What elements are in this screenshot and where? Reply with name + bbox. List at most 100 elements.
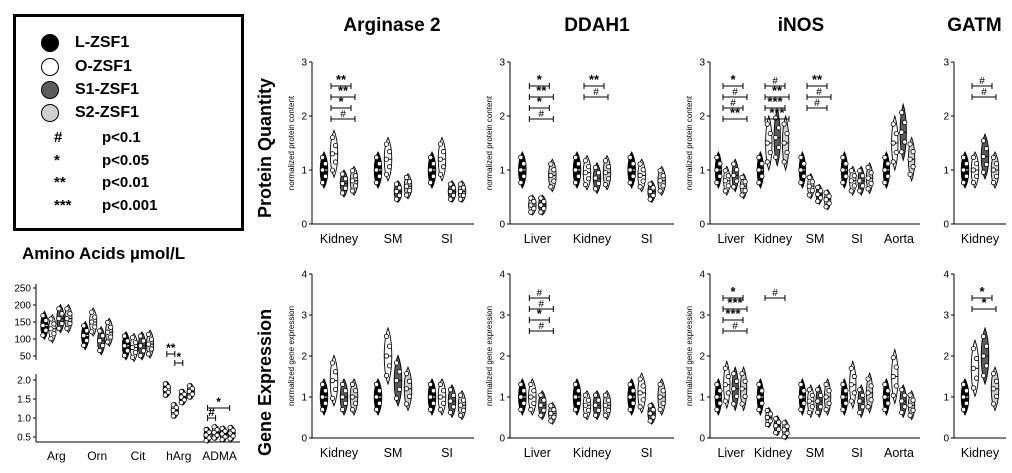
data-point (860, 392, 866, 399)
data-point (826, 388, 832, 394)
data-point (585, 176, 592, 182)
data-point (764, 140, 770, 146)
data-point (329, 167, 336, 173)
legend-label: O-ZSF1 (75, 58, 132, 75)
significance-label: # (772, 76, 778, 87)
legend-item-s2-zsf1: S2-ZSF1 (41, 103, 139, 123)
x-tick-label: SI (441, 446, 453, 460)
x-tick-label: Liver (524, 446, 551, 460)
data-point (605, 397, 612, 403)
data-point (137, 353, 144, 359)
chart-ddah1-gene: 0 1 2 3 4 normalized gene expression Liver Kidn… (485, 270, 674, 460)
data-point (518, 394, 524, 400)
data-point (990, 167, 997, 173)
y-tick-label: 250 (14, 284, 31, 295)
significance-label: # (208, 405, 215, 419)
data-point (801, 400, 807, 406)
x-tick-label: Kidney (754, 232, 793, 246)
significance-label: *** (769, 105, 785, 120)
y-tick-label: 4 (499, 270, 505, 281)
data-point (56, 325, 62, 332)
data-point (403, 401, 410, 407)
data-point (893, 364, 899, 370)
data-point (798, 394, 804, 400)
chart-amino-acids: 250 200 150 100 50 2.0 1.5 1.0 0.5 Arg Orn Cit hArg A… (14, 284, 240, 463)
column-title-ddah1: DDAH1 (564, 15, 630, 36)
significance-label: *** (727, 295, 743, 310)
data-point (352, 400, 359, 406)
data-point (396, 192, 403, 198)
data-point (383, 156, 390, 162)
data-point (990, 401, 997, 407)
data-point (339, 407, 346, 413)
data-point (329, 151, 336, 157)
data-point (342, 176, 349, 182)
data-point (764, 414, 770, 421)
y-axis-label: normalized protein content (685, 95, 694, 190)
data-point (990, 371, 997, 377)
data-point (759, 388, 765, 394)
data-point (329, 360, 336, 366)
data-point (81, 323, 87, 329)
data-point (342, 388, 349, 394)
data-point (885, 173, 891, 179)
data-point (722, 188, 728, 194)
data-point (403, 371, 410, 377)
data-point (907, 156, 913, 162)
data-point (572, 180, 579, 186)
significance-row: # p<0.1 (16, 129, 236, 149)
significance-label: # (730, 98, 736, 109)
data-point (447, 409, 454, 416)
data-point (349, 394, 356, 400)
data-point (714, 180, 720, 186)
data-point (386, 343, 393, 349)
data-point (843, 173, 849, 179)
x-tick-label: SI (851, 446, 863, 460)
data-point (203, 438, 209, 444)
data-point (393, 360, 400, 366)
data-point (430, 400, 437, 406)
significance-label: * (979, 284, 985, 299)
data-point (430, 388, 437, 394)
data-point (602, 392, 609, 398)
data-point (647, 418, 653, 424)
data-point (319, 394, 326, 400)
data-point (843, 400, 849, 406)
data-point (450, 192, 457, 198)
y-tick-label: 0 (301, 220, 307, 231)
data-point (809, 188, 815, 194)
data-point (145, 351, 152, 357)
data-point (798, 154, 804, 161)
data-point (983, 343, 990, 349)
significance-label: # (539, 299, 545, 310)
data-point (960, 180, 967, 186)
data-point (528, 407, 534, 413)
data-point (764, 159, 770, 165)
data-point (767, 418, 773, 424)
y-tick-label: 3 (699, 58, 705, 69)
data-point (56, 315, 62, 322)
significance-label: * (216, 395, 221, 409)
data-point (857, 188, 863, 194)
data-point (376, 400, 383, 406)
data-point (572, 394, 579, 400)
x-tick-label: Kidney (320, 232, 359, 246)
data-point (342, 400, 349, 406)
data-point (319, 381, 326, 388)
data-point (373, 167, 380, 173)
data-point (521, 400, 527, 406)
x-tick-label: SI (641, 446, 653, 460)
data-point (121, 343, 128, 349)
data-point (592, 402, 599, 408)
data-point (899, 129, 905, 135)
data-point (806, 174, 812, 180)
data-point (990, 180, 997, 186)
data-point (319, 154, 326, 161)
y-tick-label: 0 (699, 434, 705, 445)
data-point (59, 320, 65, 327)
data-point (882, 407, 888, 413)
data-point (910, 164, 916, 170)
data-point (403, 386, 410, 392)
data-point (963, 400, 970, 406)
data-point (427, 154, 434, 161)
